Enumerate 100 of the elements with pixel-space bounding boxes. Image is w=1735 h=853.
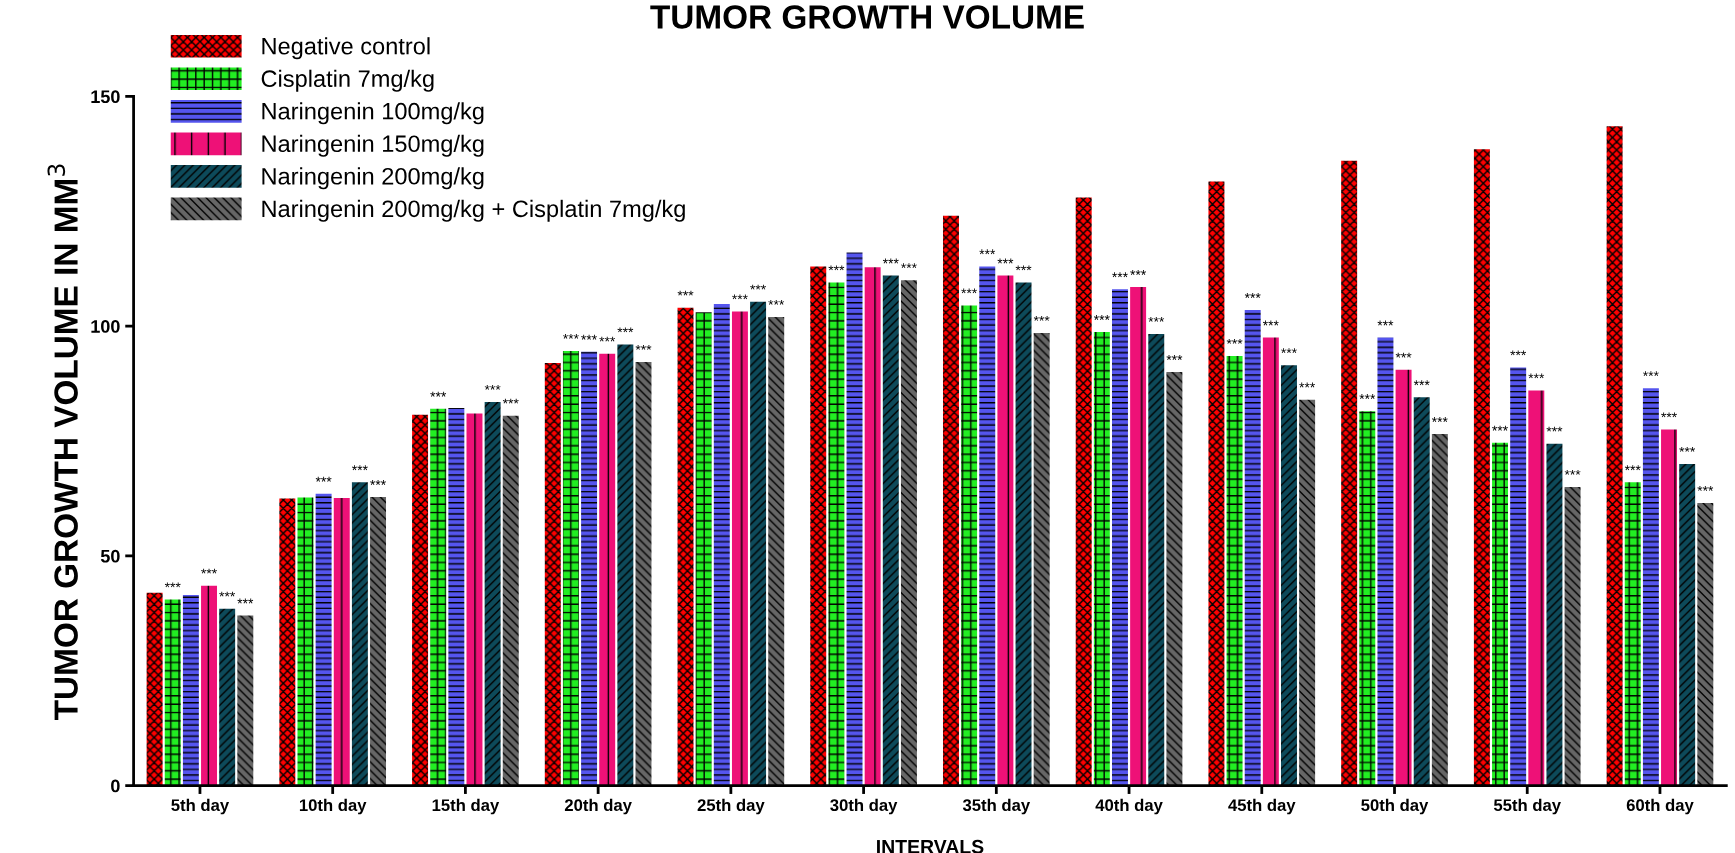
- bar: [484, 401, 501, 786]
- y-tick-label: 0: [111, 779, 120, 793]
- data-label: ***: [352, 465, 368, 471]
- legend-label: Naringenin 200mg/kg: [262, 167, 484, 190]
- legend-label: Naringenin 100mg/kg: [262, 102, 484, 125]
- bar: [1033, 333, 1050, 786]
- x-tick-label: 40th day: [1095, 798, 1163, 815]
- bar: [237, 615, 254, 786]
- data-label: ***: [1244, 293, 1261, 298]
- data-label: ***: [1661, 412, 1677, 418]
- data-label: ***: [901, 263, 917, 269]
- bar: [695, 312, 712, 786]
- y-tick-label: 50: [100, 549, 120, 563]
- bar: [1528, 390, 1545, 786]
- data-label: ***: [201, 568, 217, 574]
- bar: [1226, 356, 1243, 786]
- data-label: ***: [1679, 446, 1696, 452]
- data-label: ***: [484, 384, 501, 390]
- bar: [635, 361, 652, 786]
- data-label: ***: [370, 480, 386, 485]
- bar: [430, 408, 447, 786]
- data-label: ***: [1624, 465, 1641, 471]
- data-label: ***: [1377, 320, 1394, 326]
- bar: [1697, 503, 1714, 786]
- bar: [997, 275, 1014, 786]
- bar: [182, 594, 199, 786]
- data-label: ***: [430, 391, 447, 397]
- bar: [1166, 372, 1183, 786]
- data-label: ***: [1510, 350, 1527, 356]
- x-axis-title: INTERVALS: [877, 839, 984, 853]
- bar: [544, 362, 561, 786]
- bar: [846, 252, 863, 786]
- bar: [1413, 397, 1430, 786]
- data-label: ***: [828, 265, 845, 271]
- data-label: ***: [1643, 371, 1659, 376]
- data-label: ***: [1281, 348, 1297, 354]
- bar: [502, 415, 519, 786]
- data-label: ***: [1697, 486, 1714, 491]
- x-tick-label: 50th day: [1361, 798, 1429, 815]
- bar: [146, 592, 163, 786]
- data-label: ***: [237, 598, 254, 604]
- x-tick-label: 45th day: [1228, 798, 1296, 815]
- bar: [1510, 367, 1527, 786]
- legend-label: Cisplatin 7mg/kg: [261, 69, 434, 92]
- bar: [810, 266, 827, 786]
- data-label: ***: [635, 344, 652, 350]
- bar: [1546, 443, 1563, 786]
- data-label: ***: [1148, 316, 1165, 322]
- bar: [731, 311, 748, 786]
- bar: [219, 608, 236, 786]
- data-label: ***: [1033, 315, 1050, 321]
- data-label: ***: [750, 284, 766, 290]
- bar: [942, 215, 959, 786]
- bar: [1281, 365, 1297, 786]
- bar: [370, 497, 387, 786]
- data-label: ***: [1093, 315, 1110, 320]
- data-label: ***: [1112, 272, 1128, 278]
- bar: [1148, 333, 1165, 786]
- bar: [1359, 411, 1376, 786]
- bar: [1661, 429, 1678, 786]
- data-label: ***: [997, 258, 1014, 264]
- bar: [1015, 282, 1032, 786]
- data-label: ***: [979, 249, 996, 255]
- x-tick-label: 60th day: [1626, 798, 1694, 815]
- bar: [599, 353, 616, 786]
- data-label: ***: [563, 333, 579, 339]
- bar: [1642, 388, 1659, 786]
- data-label: ***: [599, 336, 616, 342]
- bar: [900, 280, 917, 786]
- bar: [1075, 197, 1092, 786]
- bar: [750, 301, 767, 786]
- data-label: ***: [961, 288, 977, 294]
- bar: [1208, 181, 1225, 786]
- data-label: ***: [768, 299, 785, 305]
- data-label: ***: [1546, 426, 1563, 432]
- x-tick-label: 30th day: [830, 798, 898, 815]
- chart-title: TUMOR GROWTH VOLUME: [650, 5, 1084, 29]
- bar: [617, 344, 634, 786]
- data-label: ***: [315, 476, 332, 482]
- bar: [1262, 337, 1279, 786]
- data-label: ***: [1492, 425, 1508, 431]
- data-label: ***: [219, 591, 236, 597]
- bar: [1473, 149, 1490, 786]
- bar: [979, 266, 996, 786]
- x-tick-label: 35th day: [962, 798, 1031, 815]
- bar: [1299, 399, 1316, 786]
- data-label: ***: [882, 258, 899, 264]
- data-label: ***: [1226, 338, 1243, 344]
- data-label: ***: [1431, 417, 1448, 422]
- bar: [1606, 126, 1623, 786]
- bar: [882, 275, 899, 786]
- y-tick-label: 100: [91, 320, 120, 333]
- bar: [1492, 442, 1509, 786]
- data-label: ***: [581, 334, 597, 340]
- bar: [1377, 337, 1394, 786]
- bar: [828, 282, 845, 786]
- bar: [581, 351, 598, 786]
- bar: [297, 497, 314, 786]
- data-label: ***: [732, 294, 748, 300]
- legend-label: Naringenin 200mg/kg + Cisplatin 7mg/kg: [262, 199, 685, 222]
